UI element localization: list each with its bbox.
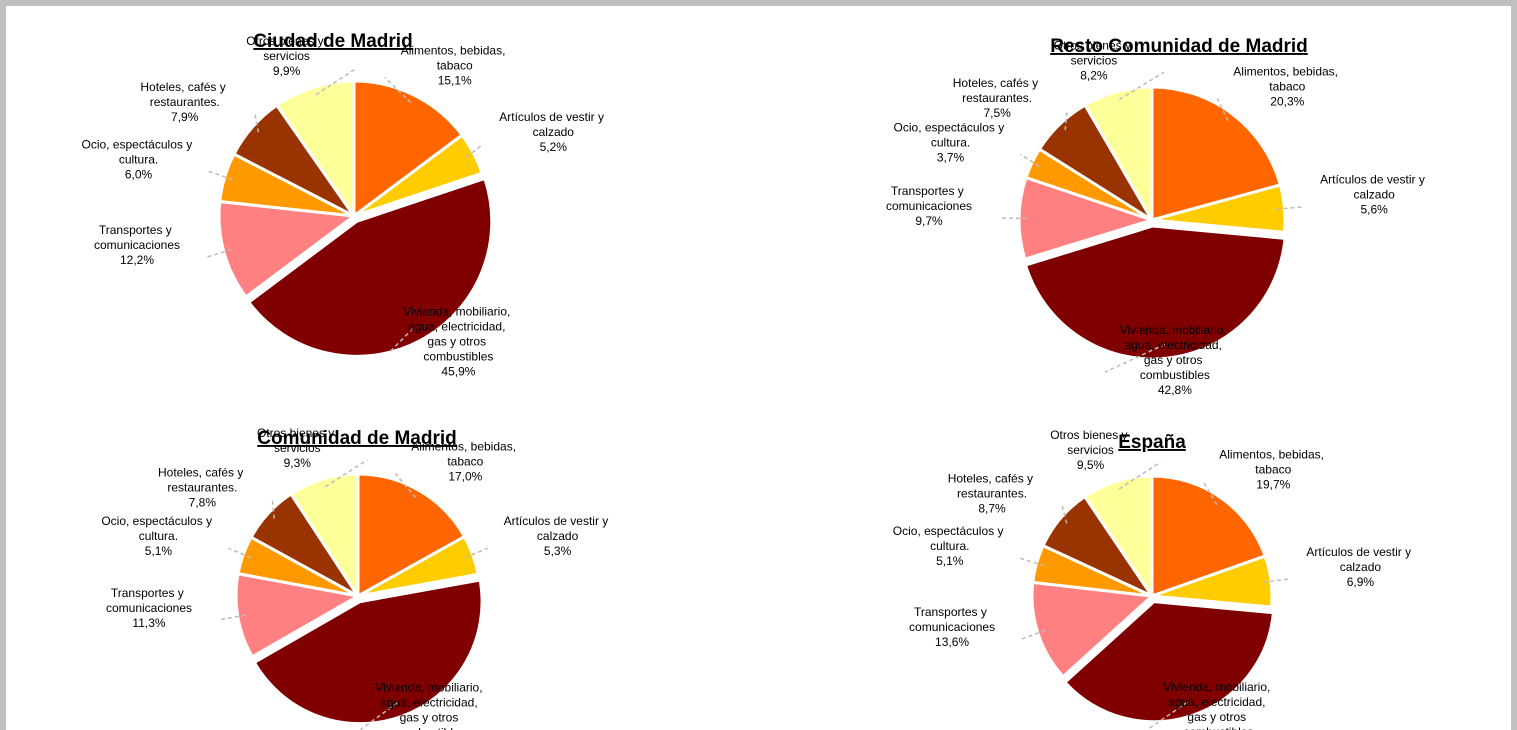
leader-line	[466, 143, 484, 158]
slice-label: Alimentos, bebidas, tabaco	[1219, 448, 1327, 477]
slice-value-label: 5,2%	[540, 140, 568, 154]
slice-value-label: 5,1%	[936, 554, 964, 568]
slice-label: Transportes y comunicaciones	[886, 184, 972, 213]
slice-value-label: 8,7%	[978, 501, 1006, 515]
pie-slice	[356, 472, 467, 599]
slice-label: Alimentos, bebidas, tabaco	[401, 43, 509, 72]
slice-value-label: 5,6%	[1360, 203, 1388, 217]
slice-value-label: 7,8%	[189, 496, 217, 510]
pie-slice	[246, 176, 494, 358]
pie-slice	[352, 79, 465, 219]
leader-line	[218, 614, 246, 621]
slice-label: Otros bienes y servicios	[257, 426, 338, 455]
slice-label: Artículos de vestir y calzado	[1306, 545, 1414, 574]
leader-line	[394, 473, 417, 499]
slice-label: Vivienda, mobiliario, agua, electricidad…	[1163, 680, 1274, 730]
slice-value-label: 12,2%	[120, 253, 154, 267]
pie-slice	[1082, 474, 1154, 601]
leader-line	[1019, 557, 1045, 567]
slice-value-label: 6,0%	[125, 167, 153, 181]
slice-label: Ocio, espectáculos y cultura.	[101, 514, 215, 543]
slice-value-label: 3,7%	[937, 150, 965, 164]
slice-value-label: 7,5%	[983, 106, 1011, 120]
leader-line	[387, 327, 414, 354]
leader-line	[206, 248, 232, 258]
leader-line	[1064, 109, 1068, 131]
leader-line	[384, 76, 412, 103]
leader-line	[1263, 578, 1291, 583]
leader-line	[1061, 505, 1068, 524]
chart-title: Resto Comunidad de Madrid	[1050, 36, 1308, 57]
pie-slice	[252, 578, 484, 726]
slice-value-label: 9,9%	[273, 64, 301, 78]
slice-label: Artículos de vestir y calzado	[499, 110, 607, 139]
leader-line	[360, 702, 398, 730]
slice-value-label: 5,3%	[544, 544, 572, 558]
slice-label: Transportes y comunicaciones	[106, 586, 192, 615]
slice-label: Ocio, espectáculos y cultura.	[81, 137, 195, 166]
slice-value-label: 15,1%	[438, 73, 472, 87]
slice-label: Vivienda, mobiliario, agua, electricidad…	[1120, 323, 1231, 382]
slice-label: Artículos de vestir y calzado	[1320, 173, 1428, 202]
slice-label: Hoteles, cafés y restaurantes.	[953, 76, 1042, 105]
slice-value-label: 19,7%	[1256, 478, 1290, 492]
slice-value-label: 9,3%	[284, 456, 312, 470]
slice-value-label: 20,3%	[1270, 94, 1304, 108]
slice-label: Vivienda, mobiliario, agua, electricidad…	[403, 304, 514, 363]
slice-value-label: 9,5%	[1077, 458, 1105, 472]
chart-title: España	[1118, 432, 1186, 453]
slice-value-label: 7,9%	[171, 110, 199, 124]
slice-label: Hoteles, cafés y restaurantes.	[948, 471, 1037, 500]
slice-value-label: 6,9%	[1347, 575, 1375, 589]
slice-value-label: 11,3%	[132, 616, 165, 630]
slice-label: Hoteles, cafés y restaurantes.	[158, 466, 247, 495]
pie-slice	[1150, 85, 1283, 222]
slice-value-label: 45,9%	[441, 364, 475, 378]
pie-slice	[1062, 600, 1276, 724]
slice-label: Transportes y comunicaciones	[94, 223, 180, 252]
pie-slice	[1083, 85, 1154, 226]
slice-label: Otros bienes y servicios	[1050, 428, 1131, 457]
leader-line	[324, 459, 368, 488]
leader-line	[1118, 461, 1161, 490]
leader-line	[1202, 481, 1218, 505]
slice-value-label: 17,0%	[448, 470, 482, 484]
pie-slice	[274, 79, 356, 221]
slice-label: Alimentos, bebidas, tabaco	[411, 440, 519, 469]
leader-line	[315, 67, 357, 96]
slice-value-label: 9,7%	[915, 214, 943, 228]
pie-slice	[1023, 224, 1287, 361]
pie-slice	[288, 472, 360, 602]
pie-slice	[353, 133, 484, 218]
slice-label: Otros bienes y servicios	[1054, 38, 1135, 67]
chart-title: Ciudad de Madrid	[253, 31, 412, 52]
slice-label: Vivienda, mobiliario, agua, electricidad…	[375, 680, 486, 730]
slice-label: Otros bienes y servicios	[246, 34, 327, 63]
chart-title: Comunidad de Madrid	[257, 428, 457, 449]
leader-line	[1148, 701, 1188, 730]
slice-label: Alimentos, bebidas, tabaco	[1233, 64, 1341, 93]
slice-label: Transportes y comunicaciones	[909, 605, 995, 634]
slice-value-label: 5,1%	[145, 544, 173, 558]
leader-line	[1020, 153, 1040, 168]
slice-label: Hoteles, cafés y restaurantes.	[140, 80, 229, 109]
leader-line	[1276, 205, 1305, 210]
slice-label: Ocio, espectáculos y cultura.	[894, 120, 1008, 149]
leader-line	[254, 113, 260, 133]
slice-label: Artículos de vestir y calzado	[504, 514, 612, 543]
slice-value-label: 8,2%	[1080, 68, 1108, 82]
leader-line	[271, 499, 276, 519]
slice-label: Ocio, espectáculos y cultura.	[893, 524, 1007, 553]
slice-value-label: 42,8%	[1158, 383, 1192, 397]
slice-value-label: 13,6%	[935, 635, 969, 649]
leader-line	[1119, 71, 1165, 100]
